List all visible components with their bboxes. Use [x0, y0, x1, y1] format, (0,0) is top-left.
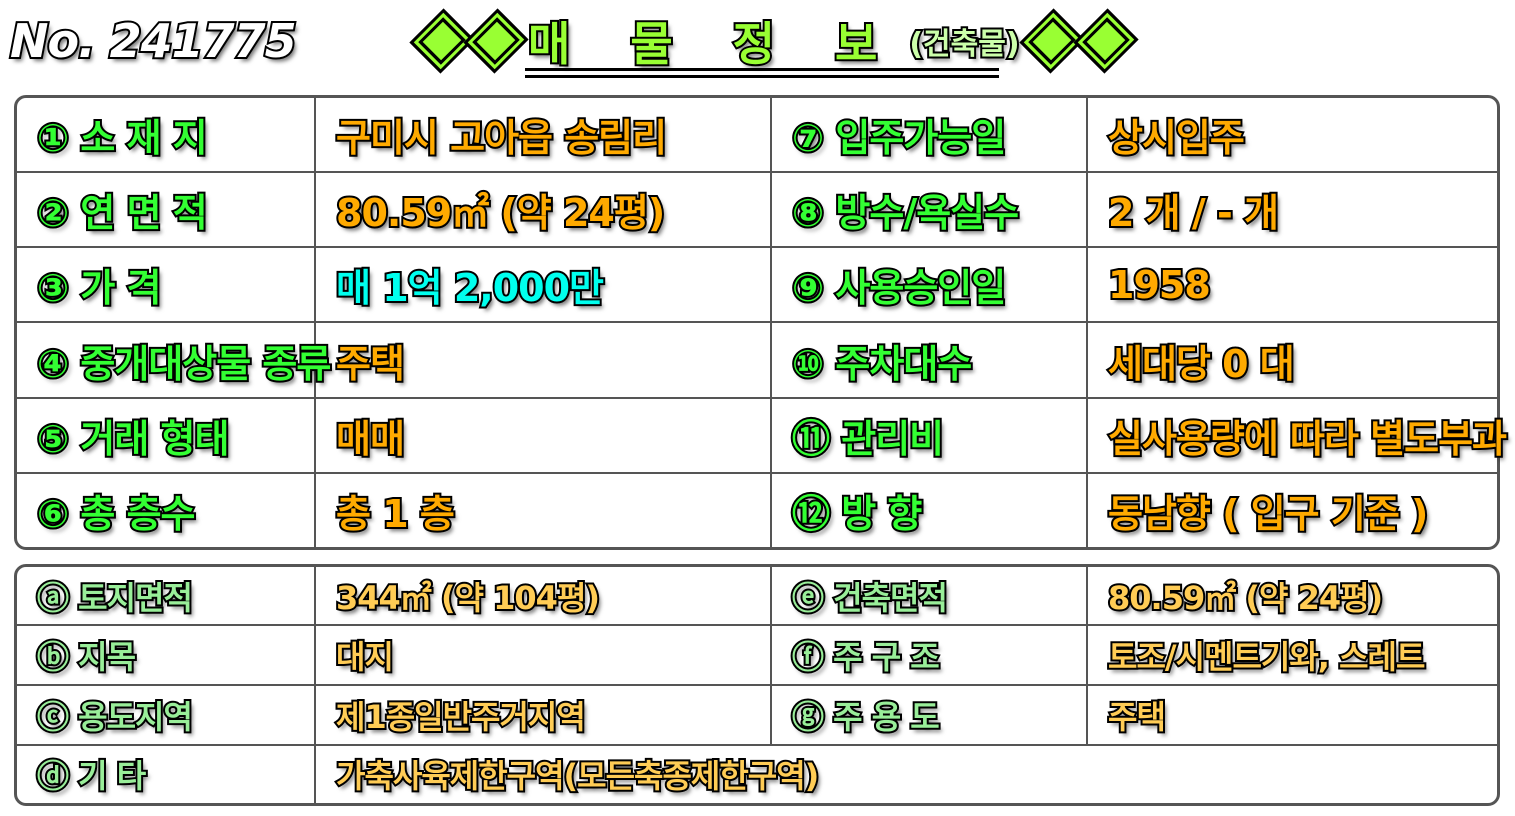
field-value: 상시입주	[1106, 114, 1247, 162]
field-label: ① 소 재 지	[35, 114, 210, 162]
table-row: ⓑ 지목 대지 ⓕ 주 구 조 토조/시멘트기와, 스레트	[17, 624, 1497, 686]
table-cell: 80.59㎡ (약 24평)	[1086, 567, 1497, 627]
table-cell: ⓑ 지목	[17, 624, 316, 686]
table-cell: 80.59㎡ (약 24평)	[314, 170, 772, 249]
field-label: ⓒ 용도지역	[35, 696, 195, 738]
listing-number: No. 241775	[8, 12, 299, 70]
field-label: ⑪ 관리비	[790, 415, 946, 463]
table-cell: ⓒ 용도지역	[17, 683, 316, 746]
table-cell: ⑦ 입주가능일	[770, 98, 1088, 173]
table-cell: 매 1억 2,000만	[314, 246, 772, 324]
table-cell: 토조/시멘트기와, 스레트	[1086, 624, 1497, 686]
table-cell: 실사용량에 따라 별도부과	[1086, 396, 1509, 475]
table-cell: ⓓ 기 타	[17, 743, 316, 803]
table-cell: ⑨ 사용승인일	[770, 246, 1088, 324]
field-label: ⑩ 주차대수	[790, 340, 974, 388]
table-cell: ⓔ 건축면적	[770, 567, 1088, 627]
table-cell: ⑫ 방 향	[770, 472, 1088, 547]
table-row: ② 연 면 적 80.59㎡ (약 24평) ⑧ 방수/욕실수 2 개 / - 개	[17, 170, 1497, 249]
table-cell: 동남향 ( 입구 기준 )	[1086, 472, 1497, 547]
table-row: ③ 가 격 매 1억 2,000만 ⑨ 사용승인일 1958	[17, 246, 1497, 324]
field-value: 80.59㎡ (약 24평)	[1106, 577, 1385, 619]
field-value: 344㎡ (약 104평)	[334, 577, 602, 619]
table-cell: ⑤ 거래 형태	[17, 396, 316, 475]
table-cell: 344㎡ (약 104평)	[314, 567, 772, 627]
table-cell: ⑥ 총 층수	[17, 472, 316, 547]
page-subtitle: (건축물)	[907, 25, 1021, 64]
table-cell: ③ 가 격	[17, 246, 316, 324]
table-cell: 구미시 고아읍 송림리	[314, 98, 772, 173]
building-info-table: ⓐ 토지면적 344㎡ (약 104평) ⓔ 건축면적 80.59㎡ (약 24평) ⓑ…	[14, 564, 1500, 806]
field-value: 주택	[334, 340, 407, 388]
field-value: 토조/시멘트기와, 스레트	[1106, 636, 1427, 678]
diamond-icon	[418, 17, 466, 65]
field-label: ⓐ 토지면적	[35, 577, 195, 619]
table-row: ⓒ 용도지역 제1종일반주거지역 ⓖ 주 용 도 주택	[17, 683, 1497, 746]
field-value: 세대당 0 대	[1106, 340, 1297, 388]
table-cell: ② 연 면 적	[17, 170, 316, 249]
table-row: ① 소 재 지 구미시 고아읍 송림리 ⑦ 입주가능일 상시입주	[17, 98, 1497, 173]
diamond-icon	[472, 17, 520, 65]
field-value: 1958	[1106, 261, 1213, 309]
table-cell: 주택	[1086, 683, 1497, 746]
table-cell: 2 개 / - 개	[1086, 170, 1497, 249]
main-info-table: ① 소 재 지 구미시 고아읍 송림리 ⑦ 입주가능일 상시입주 ② 연 면 적 80.5…	[14, 95, 1509, 550]
field-label: ③ 가 격	[35, 264, 164, 312]
field-value: 가축사육제한구역(모든축종제한구역)	[334, 755, 821, 797]
table-row: ④ 중개대상물 종류 주택 ⑩ 주차대수 세대당 0 대	[17, 321, 1497, 399]
table-row: ⑥ 총 층수 총 1 층 ⑫ 방 향 동남향 ( 입구 기준 )	[17, 472, 1497, 547]
table-cell: 1958	[1086, 246, 1497, 324]
field-value: 매매	[334, 415, 407, 463]
field-label: ⑥ 총 층수	[35, 490, 198, 538]
field-label: ⓑ 지목	[35, 636, 138, 678]
table-cell: ④ 중개대상물 종류	[17, 321, 333, 399]
field-label: ⓕ 주 구 조	[790, 636, 942, 678]
field-value: 총 1 층	[334, 490, 457, 538]
field-value: 매 1억 2,000만	[334, 264, 606, 312]
table-cell: 가축사육제한구역(모든축종제한구역)	[314, 743, 1497, 803]
field-value: 실사용량에 따라 별도부과	[1106, 415, 1509, 463]
table-cell: 제1종일반주거지역	[314, 683, 772, 746]
field-value: 제1종일반주거지역	[334, 696, 588, 738]
table-cell: 매매	[314, 396, 772, 475]
table-cell: 총 1 층	[314, 472, 772, 547]
table-cell: 주택	[314, 321, 772, 399]
field-label: ⓖ 주 용 도	[790, 696, 942, 738]
diamond-icon	[1027, 17, 1076, 65]
table-cell: ⓖ 주 용 도	[770, 683, 1088, 746]
table-cell: ⓕ 주 구 조	[770, 624, 1088, 686]
table-cell: ⑩ 주차대수	[770, 321, 1088, 399]
table-row: ⑤ 거래 형태 매매 ⑪ 관리비 실사용량에 따라 별도부과	[17, 396, 1509, 475]
table-row: ⓐ 토지면적 344㎡ (약 104평) ⓔ 건축면적 80.59㎡ (약 24평)	[17, 567, 1497, 627]
field-label: ⑧ 방수/욕실수	[790, 189, 1021, 237]
table-cell: 상시입주	[1086, 98, 1497, 173]
field-label: ⑨ 사용승인일	[790, 264, 1008, 312]
table-row: ⓓ 기 타 가축사육제한구역(모든축종제한구역)	[17, 743, 1497, 803]
field-label: ⑤ 거래 형태	[35, 415, 231, 463]
diamond-icon	[1081, 17, 1130, 65]
title-banner: 매 물 정 보 (건축물)	[418, 8, 1130, 74]
field-label: ⓓ 기 타	[35, 755, 148, 797]
table-cell: ⑪ 관리비	[770, 396, 1088, 475]
table-cell: ⑧ 방수/욕실수	[770, 170, 1088, 249]
field-value: 2 개 / - 개	[1106, 189, 1281, 237]
table-cell: 세대당 0 대	[1086, 321, 1497, 399]
field-value: 동남향 ( 입구 기준 )	[1106, 490, 1430, 538]
table-cell: ⓐ 토지면적	[17, 567, 316, 627]
field-value: 80.59㎡ (약 24평)	[334, 189, 667, 237]
field-label: ④ 중개대상물 종류	[35, 340, 333, 388]
field-label: ⑫ 방 향	[790, 490, 924, 538]
field-value: 주택	[1106, 696, 1168, 738]
field-value: 대지	[334, 636, 396, 678]
table-cell: ① 소 재 지	[17, 98, 316, 173]
field-label: ② 연 면 적	[35, 189, 210, 237]
page-title: 매 물 정 보	[526, 15, 900, 73]
field-label: ⑦ 입주가능일	[790, 114, 1008, 162]
table-cell: 대지	[314, 624, 772, 686]
title-underline	[525, 68, 999, 78]
field-value: 구미시 고아읍 송림리	[334, 114, 669, 162]
field-label: ⓔ 건축면적	[790, 577, 950, 619]
